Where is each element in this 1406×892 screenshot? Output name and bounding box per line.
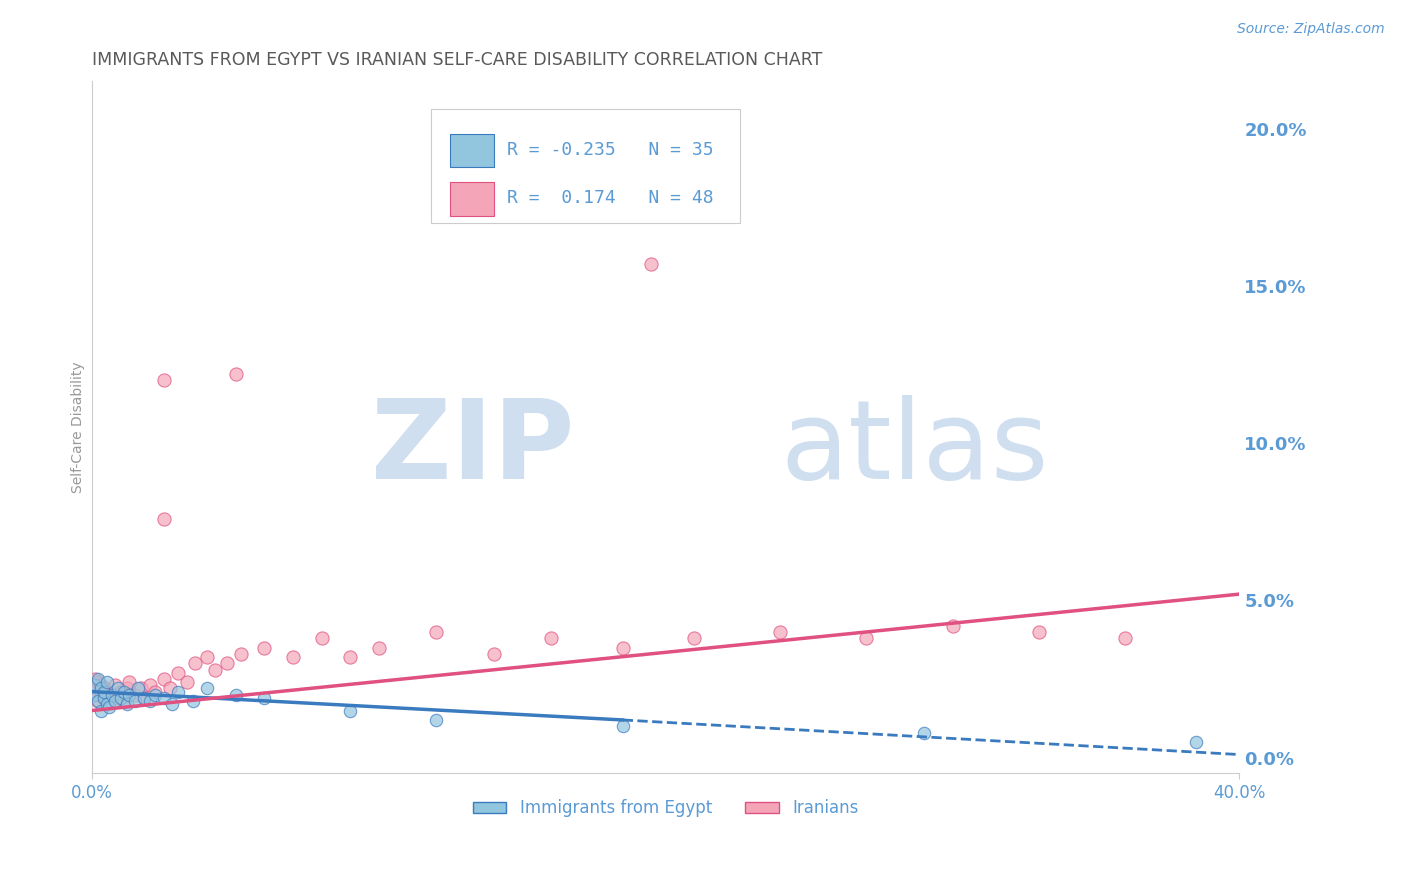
Point bbox=[1114, 631, 1136, 645]
Point bbox=[90, 681, 112, 696]
Point bbox=[159, 681, 181, 696]
Text: ZIP: ZIP bbox=[371, 394, 574, 501]
Point bbox=[96, 684, 118, 698]
Point bbox=[425, 713, 447, 727]
Point bbox=[281, 650, 304, 665]
Point bbox=[84, 681, 107, 696]
Point bbox=[124, 688, 146, 702]
Point bbox=[90, 688, 112, 702]
Point bbox=[153, 690, 176, 705]
Point bbox=[167, 665, 190, 680]
Point bbox=[253, 690, 276, 705]
Point bbox=[84, 688, 107, 702]
Point bbox=[683, 631, 706, 645]
Text: Source: ZipAtlas.com: Source: ZipAtlas.com bbox=[1237, 22, 1385, 37]
Point bbox=[612, 640, 634, 655]
Point bbox=[167, 684, 190, 698]
Point bbox=[138, 694, 160, 708]
Point bbox=[107, 681, 129, 696]
Text: R = -0.235   N = 35: R = -0.235 N = 35 bbox=[508, 141, 714, 159]
Point bbox=[368, 640, 391, 655]
Point bbox=[215, 657, 238, 671]
Point bbox=[110, 690, 132, 705]
Point bbox=[87, 675, 110, 690]
Bar bbox=[450, 134, 494, 168]
Point bbox=[1028, 624, 1050, 639]
Point bbox=[941, 618, 963, 632]
Point bbox=[339, 704, 361, 718]
Point bbox=[162, 697, 184, 711]
Point bbox=[93, 690, 115, 705]
Point bbox=[90, 704, 112, 718]
Point bbox=[98, 700, 121, 714]
Point bbox=[311, 631, 333, 645]
Point bbox=[124, 694, 146, 708]
Point bbox=[93, 690, 115, 705]
Point bbox=[115, 697, 138, 711]
Point bbox=[110, 684, 132, 698]
Point bbox=[225, 367, 247, 381]
Point bbox=[204, 663, 226, 677]
Point bbox=[84, 672, 107, 686]
Point bbox=[118, 675, 141, 690]
Point bbox=[143, 688, 166, 702]
Point bbox=[425, 624, 447, 639]
Point bbox=[96, 675, 118, 690]
Point bbox=[101, 688, 124, 702]
Point bbox=[482, 647, 505, 661]
FancyBboxPatch shape bbox=[430, 109, 741, 223]
Point bbox=[540, 631, 562, 645]
Point bbox=[132, 690, 155, 705]
Legend: Immigrants from Egypt, Iranians: Immigrants from Egypt, Iranians bbox=[467, 793, 865, 824]
Point bbox=[143, 684, 166, 698]
Text: R =  0.174   N = 48: R = 0.174 N = 48 bbox=[508, 189, 714, 207]
Point bbox=[640, 257, 662, 271]
Point bbox=[96, 697, 118, 711]
Point bbox=[195, 650, 218, 665]
Point bbox=[181, 694, 204, 708]
Point bbox=[107, 690, 129, 705]
Point bbox=[93, 684, 115, 698]
Point bbox=[104, 678, 127, 692]
Point bbox=[912, 725, 935, 739]
Point bbox=[612, 719, 634, 733]
Point bbox=[87, 694, 110, 708]
Point bbox=[253, 640, 276, 655]
Point bbox=[138, 678, 160, 692]
Text: atlas: atlas bbox=[780, 394, 1049, 501]
Point bbox=[87, 694, 110, 708]
Point bbox=[153, 373, 176, 387]
Bar bbox=[450, 182, 494, 216]
Point bbox=[98, 694, 121, 708]
Point bbox=[225, 688, 247, 702]
Point bbox=[855, 631, 877, 645]
Point bbox=[112, 694, 135, 708]
Point bbox=[101, 688, 124, 702]
Point bbox=[84, 678, 107, 692]
Point bbox=[118, 688, 141, 702]
Point bbox=[129, 681, 152, 696]
Point bbox=[176, 675, 198, 690]
Y-axis label: Self-Care Disability: Self-Care Disability bbox=[72, 361, 86, 493]
Point bbox=[112, 684, 135, 698]
Point bbox=[87, 672, 110, 686]
Point bbox=[339, 650, 361, 665]
Point bbox=[153, 511, 176, 525]
Point bbox=[127, 681, 149, 696]
Point bbox=[231, 647, 253, 661]
Point bbox=[1185, 735, 1208, 749]
Text: IMMIGRANTS FROM EGYPT VS IRANIAN SELF-CARE DISABILITY CORRELATION CHART: IMMIGRANTS FROM EGYPT VS IRANIAN SELF-CA… bbox=[93, 51, 823, 69]
Point bbox=[153, 672, 176, 686]
Point bbox=[195, 681, 218, 696]
Point bbox=[115, 681, 138, 696]
Point bbox=[184, 657, 207, 671]
Point bbox=[132, 690, 155, 705]
Point bbox=[90, 678, 112, 692]
Point bbox=[769, 624, 792, 639]
Point bbox=[93, 681, 115, 696]
Point bbox=[104, 694, 127, 708]
